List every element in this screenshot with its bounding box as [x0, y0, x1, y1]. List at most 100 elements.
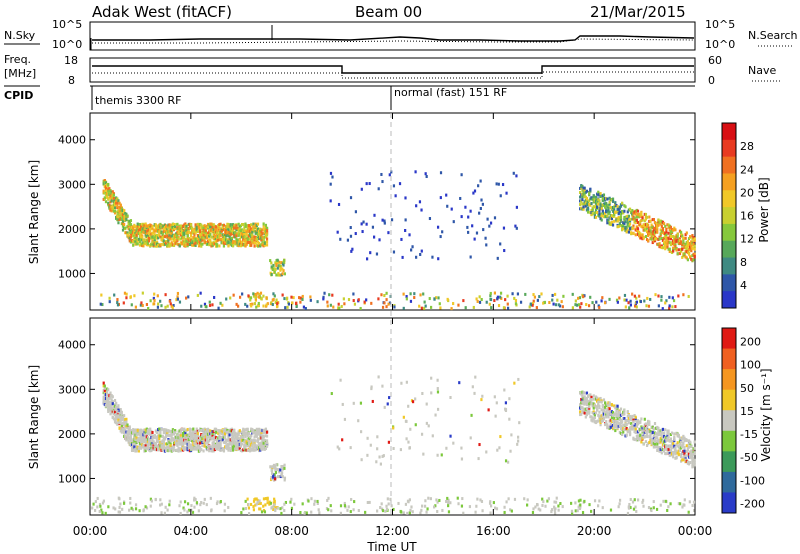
echo-cell — [583, 402, 586, 406]
echo-cell — [371, 399, 374, 403]
echo-cell — [106, 387, 109, 391]
echo-cell — [186, 446, 189, 450]
echo-cell — [627, 230, 631, 234]
echo-cell — [127, 432, 130, 436]
echo-cell — [480, 398, 483, 402]
echo-cell — [159, 444, 162, 448]
echo-cell — [233, 224, 236, 228]
echo-cell — [153, 236, 156, 240]
echo-cell — [108, 408, 111, 412]
echo-cell — [129, 436, 133, 440]
echo-cell — [652, 445, 655, 449]
echo-cell — [619, 431, 623, 435]
echo-cell — [659, 228, 662, 232]
echo-cell — [581, 395, 584, 399]
echo-cell — [647, 239, 650, 243]
echo-cell — [143, 227, 146, 231]
echo-cell — [514, 302, 518, 306]
echo-cell — [685, 449, 688, 453]
echo-cell — [171, 449, 175, 453]
echo-cell — [192, 240, 195, 244]
echo-cell — [175, 440, 178, 444]
echo-cell — [399, 448, 402, 452]
echo-cell — [250, 243, 253, 247]
echo-cell — [128, 437, 131, 441]
echo-cell — [462, 511, 465, 515]
echo-cell — [487, 408, 490, 412]
echo-cell — [682, 434, 685, 438]
echo-cell — [683, 254, 686, 258]
echo-cell — [177, 436, 180, 440]
echo-cell — [209, 233, 212, 237]
echo-cell — [404, 218, 407, 222]
echo-cell — [258, 444, 261, 448]
echo-cell — [170, 437, 173, 441]
echo-cell — [152, 229, 155, 233]
echo-cell — [540, 292, 543, 296]
echo-cell — [178, 225, 181, 229]
echo-cell — [593, 212, 596, 216]
echo-cell — [684, 242, 687, 246]
echo-cell — [638, 294, 641, 298]
echo-cell — [685, 444, 688, 448]
echo-cell — [274, 464, 277, 468]
echo-cell — [108, 205, 111, 209]
echo-cell — [246, 444, 249, 448]
echo-cell — [601, 203, 604, 207]
echo-cell — [609, 422, 612, 426]
echo-cell — [274, 261, 277, 265]
echo-cell — [420, 249, 423, 253]
echo-cell — [630, 211, 633, 215]
echo-cell — [503, 388, 506, 392]
echo-cell — [598, 212, 601, 216]
echo-cell — [221, 226, 224, 230]
echo-cell — [117, 410, 120, 414]
echo-cell — [385, 504, 388, 508]
echo-cell — [192, 445, 195, 449]
echo-cell — [134, 305, 137, 309]
echo-cell — [210, 222, 213, 226]
echo-cell — [202, 236, 205, 240]
echo-cell — [504, 401, 508, 405]
echo-cell — [597, 404, 600, 408]
echo-cell — [627, 301, 630, 305]
echo-cell — [256, 304, 260, 308]
echo-cell — [592, 394, 595, 398]
echo-cell — [121, 209, 125, 213]
echo-cell — [641, 216, 644, 220]
echo-cell — [376, 435, 379, 439]
echo-cell — [628, 414, 632, 418]
echo-cell — [591, 401, 594, 405]
echo-cell — [175, 438, 178, 442]
echo-cell — [420, 208, 423, 212]
echo-cell — [689, 245, 692, 249]
echo-cell — [167, 449, 170, 453]
echo-cell — [689, 235, 692, 239]
echo-cell — [172, 441, 176, 445]
echo-cell — [233, 441, 236, 445]
echo-cell — [286, 305, 289, 309]
echo-cell — [143, 241, 146, 245]
echo-cell — [506, 294, 509, 298]
echo-cell — [151, 224, 154, 228]
echo-cell — [150, 434, 153, 438]
echo-cell — [381, 305, 385, 309]
echo-cell — [281, 293, 284, 297]
echo-cell — [160, 238, 163, 242]
echo-cell — [290, 497, 293, 501]
echo-cell — [208, 300, 211, 304]
echo-cell — [624, 225, 627, 229]
echo-cell — [464, 306, 467, 310]
echo-cell — [305, 511, 308, 515]
echo-cell — [674, 240, 677, 244]
echo-cell — [627, 208, 631, 212]
echo-cell — [497, 304, 501, 308]
echo-cell — [677, 294, 680, 298]
echo-cell — [579, 305, 582, 309]
echo-cell — [202, 233, 205, 237]
echo-cell — [263, 241, 266, 245]
echo-cell — [584, 199, 587, 203]
echo-cell — [150, 429, 153, 433]
echo-cell — [602, 416, 606, 420]
echo-cell — [365, 182, 368, 186]
